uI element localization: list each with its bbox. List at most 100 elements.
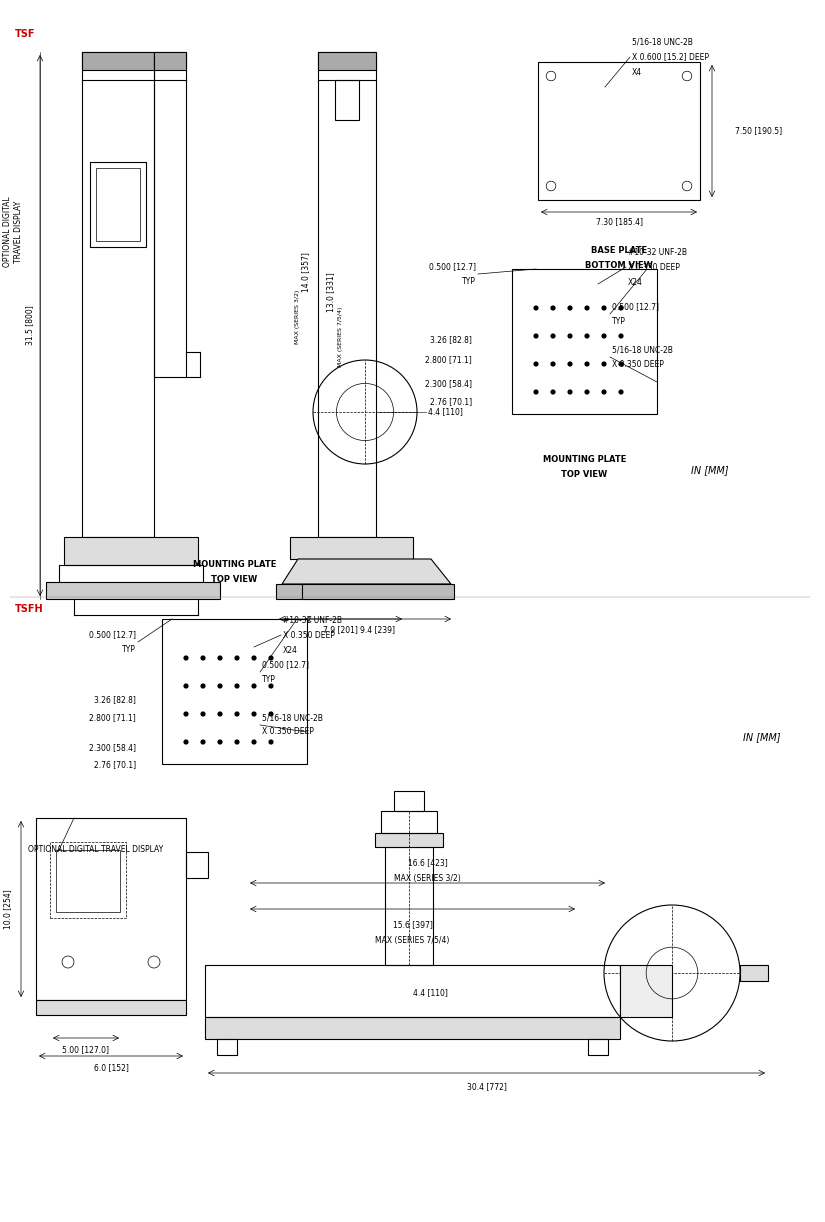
Text: 30.4 [772]: 30.4 [772] bbox=[467, 1083, 507, 1091]
Text: 5.00 [127.0]: 5.00 [127.0] bbox=[63, 1046, 110, 1055]
Circle shape bbox=[183, 711, 189, 716]
Bar bbox=[36, 818, 186, 1000]
Circle shape bbox=[619, 362, 624, 367]
Text: 2.800 [71.1]: 2.800 [71.1] bbox=[89, 714, 136, 722]
Circle shape bbox=[268, 739, 274, 744]
Circle shape bbox=[584, 390, 590, 395]
Circle shape bbox=[568, 306, 573, 310]
Text: 9.4 [239]: 9.4 [239] bbox=[361, 626, 395, 634]
Bar bbox=[50, 842, 126, 918]
Circle shape bbox=[183, 739, 189, 744]
Bar bbox=[36, 1000, 186, 1015]
Circle shape bbox=[550, 390, 555, 395]
Polygon shape bbox=[282, 558, 451, 584]
Text: TSFH: TSFH bbox=[15, 604, 44, 613]
Text: 2.300 [58.4]: 2.300 [58.4] bbox=[425, 380, 472, 389]
Text: TYP: TYP bbox=[122, 644, 136, 654]
Text: 3.26 [82.8]: 3.26 [82.8] bbox=[94, 695, 136, 705]
Bar bbox=[512, 269, 657, 414]
Text: 4.4 [110]: 4.4 [110] bbox=[412, 989, 447, 997]
Text: X 0.350 DEEP: X 0.350 DEEP bbox=[262, 727, 314, 737]
Text: 0.500 [12.7]: 0.500 [12.7] bbox=[89, 631, 136, 639]
Circle shape bbox=[268, 711, 274, 716]
Circle shape bbox=[584, 362, 590, 367]
Circle shape bbox=[584, 334, 590, 338]
Text: X 0.350 DEEP: X 0.350 DEEP bbox=[612, 359, 664, 369]
Text: MAX (SERIES 3/2): MAX (SERIES 3/2) bbox=[295, 290, 300, 345]
Circle shape bbox=[619, 334, 624, 338]
Text: OPTIONAL DIGITAL
TRAVEL DISPLAY: OPTIONAL DIGITAL TRAVEL DISPLAY bbox=[3, 197, 23, 268]
Text: MAX (SERIES 7/5/4): MAX (SERIES 7/5/4) bbox=[337, 307, 342, 367]
Text: TOP VIEW: TOP VIEW bbox=[211, 574, 257, 583]
Text: TYP: TYP bbox=[462, 276, 476, 286]
Circle shape bbox=[183, 683, 189, 689]
Circle shape bbox=[619, 306, 624, 310]
Circle shape bbox=[252, 655, 257, 661]
Text: 7.9 [201]: 7.9 [201] bbox=[323, 626, 358, 634]
Bar bbox=[381, 811, 437, 833]
Text: 5/16-18 UNC-2B: 5/16-18 UNC-2B bbox=[632, 38, 693, 46]
Circle shape bbox=[534, 306, 539, 310]
Bar bbox=[46, 582, 220, 599]
Circle shape bbox=[568, 362, 573, 367]
Bar bbox=[90, 163, 146, 247]
Circle shape bbox=[619, 390, 624, 395]
Text: X24: X24 bbox=[283, 645, 298, 655]
Bar bbox=[740, 965, 768, 981]
Circle shape bbox=[234, 739, 239, 744]
Text: 3.26 [82.8]: 3.26 [82.8] bbox=[430, 336, 472, 345]
Circle shape bbox=[601, 362, 606, 367]
Circle shape bbox=[534, 334, 539, 338]
Circle shape bbox=[252, 739, 257, 744]
Bar bbox=[276, 584, 451, 599]
Text: 2.76 [70.1]: 2.76 [70.1] bbox=[94, 760, 136, 770]
Text: OPTIONAL DIGITAL TRAVEL DISPLAY: OPTIONAL DIGITAL TRAVEL DISPLAY bbox=[28, 846, 163, 854]
Text: MOUNTING PLATE: MOUNTING PLATE bbox=[193, 560, 276, 568]
Bar bbox=[318, 53, 376, 70]
Circle shape bbox=[568, 390, 573, 395]
Circle shape bbox=[252, 711, 257, 716]
Text: IN [MM]: IN [MM] bbox=[691, 466, 728, 475]
Bar bbox=[82, 53, 154, 536]
Bar bbox=[205, 965, 620, 1017]
Circle shape bbox=[584, 306, 590, 310]
Text: 0.500 [12.7]: 0.500 [12.7] bbox=[429, 263, 476, 271]
Bar bbox=[154, 53, 186, 378]
Circle shape bbox=[218, 739, 223, 744]
Text: 0.500 [12.7]: 0.500 [12.7] bbox=[262, 661, 309, 670]
Circle shape bbox=[234, 655, 239, 661]
Text: 6.0 [152]: 6.0 [152] bbox=[93, 1063, 129, 1073]
Circle shape bbox=[218, 655, 223, 661]
Text: X24: X24 bbox=[628, 277, 643, 286]
Bar bbox=[290, 536, 413, 558]
Bar bbox=[64, 536, 198, 565]
Text: X4: X4 bbox=[632, 67, 642, 77]
Text: X 0.350 DEEP: X 0.350 DEEP bbox=[628, 263, 680, 271]
Circle shape bbox=[200, 739, 205, 744]
Text: 0.500 [12.7]: 0.500 [12.7] bbox=[612, 303, 659, 312]
Text: 15.6 [397]: 15.6 [397] bbox=[393, 920, 432, 930]
Circle shape bbox=[550, 334, 555, 338]
Text: 31.5 [800]: 31.5 [800] bbox=[26, 306, 35, 346]
Bar bbox=[217, 1039, 237, 1055]
Text: 5/16-18 UNC-2B: 5/16-18 UNC-2B bbox=[262, 714, 323, 722]
Text: 10.0 [254]: 10.0 [254] bbox=[3, 890, 12, 929]
Text: 7.30 [185.4]: 7.30 [185.4] bbox=[596, 218, 643, 226]
Bar bbox=[186, 852, 208, 877]
Text: TSF: TSF bbox=[15, 29, 35, 39]
Text: #10-32 UNF-2B: #10-32 UNF-2B bbox=[283, 616, 342, 624]
Circle shape bbox=[234, 711, 239, 716]
Text: BOTTOM VIEW: BOTTOM VIEW bbox=[585, 260, 653, 270]
Text: 4.4 [110]: 4.4 [110] bbox=[428, 407, 463, 417]
Text: 13.0 [331]: 13.0 [331] bbox=[326, 273, 335, 312]
Bar bbox=[538, 62, 700, 200]
Text: MAX (SERIES 7/5/4): MAX (SERIES 7/5/4) bbox=[375, 936, 450, 946]
Circle shape bbox=[200, 683, 205, 689]
Circle shape bbox=[601, 306, 606, 310]
Circle shape bbox=[601, 334, 606, 338]
Text: #10-32 UNF-2B: #10-32 UNF-2B bbox=[628, 248, 687, 257]
Circle shape bbox=[568, 334, 573, 338]
Bar bbox=[154, 53, 186, 70]
Text: 5/16-18 UNC-2B: 5/16-18 UNC-2B bbox=[612, 346, 673, 354]
Text: 2.76 [70.1]: 2.76 [70.1] bbox=[430, 397, 472, 407]
